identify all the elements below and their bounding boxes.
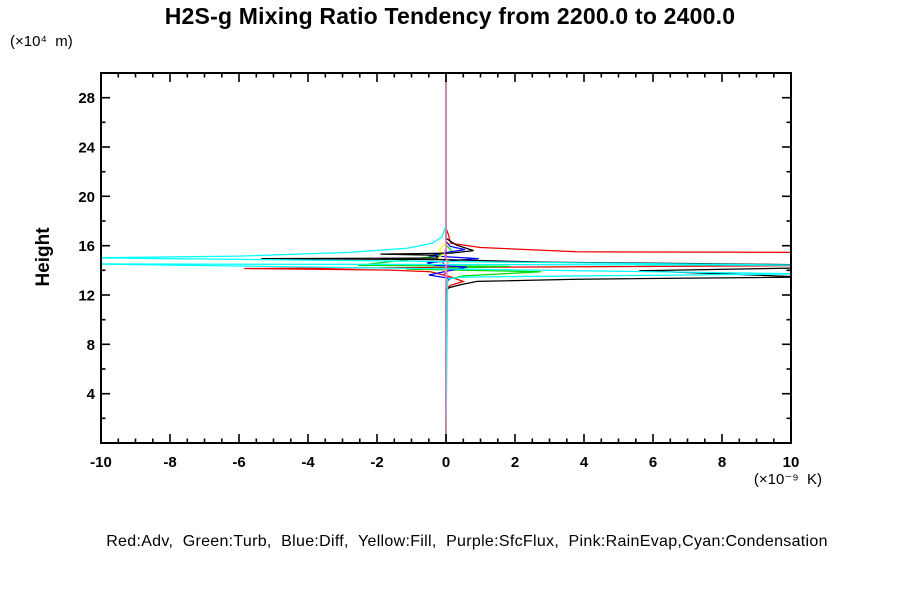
plot-box <box>100 72 792 444</box>
y-tick-label: 8 <box>87 337 95 354</box>
x-tick-label: -2 <box>370 454 383 471</box>
chart-title: H2S-g Mixing Ratio Tendency from 2200.0 … <box>164 3 736 29</box>
series-fill <box>436 73 452 443</box>
x-tick-label: -6 <box>232 454 245 471</box>
x-axis-unit-label: (×10⁻⁹ K) <box>753 471 822 488</box>
series-diff <box>426 73 479 443</box>
x-tick-label: 0 <box>442 454 450 471</box>
series-adv <box>244 73 791 443</box>
axis-ticks <box>100 73 792 443</box>
x-tick-label: 8 <box>718 454 726 471</box>
y-tick-label: 24 <box>78 140 95 157</box>
series-rainevap <box>443 73 449 443</box>
y-tick-label: 28 <box>78 90 95 107</box>
series-condensation <box>101 73 791 443</box>
y-tick-label: 4 <box>87 386 96 403</box>
y-tick-label: 12 <box>78 288 95 305</box>
x-tick-label: 4 <box>580 454 589 471</box>
y-axis-unit-label: (×10⁴ m) <box>10 33 73 50</box>
x-tick-label: 2 <box>511 454 519 471</box>
y-tick-label: 16 <box>78 238 95 255</box>
legend: Red:Adv, Green:Turb, Blue:Diff, Yellow:F… <box>106 533 828 550</box>
x-tick-label: 6 <box>649 454 657 471</box>
x-tick-label: 10 <box>783 454 800 471</box>
series-group <box>101 73 791 443</box>
series-black <box>261 73 791 443</box>
x-tick-label: -4 <box>301 454 315 471</box>
x-tick-label: -8 <box>163 454 176 471</box>
y-tick-label: 20 <box>78 189 95 206</box>
x-tick-label: -10 <box>90 454 112 471</box>
